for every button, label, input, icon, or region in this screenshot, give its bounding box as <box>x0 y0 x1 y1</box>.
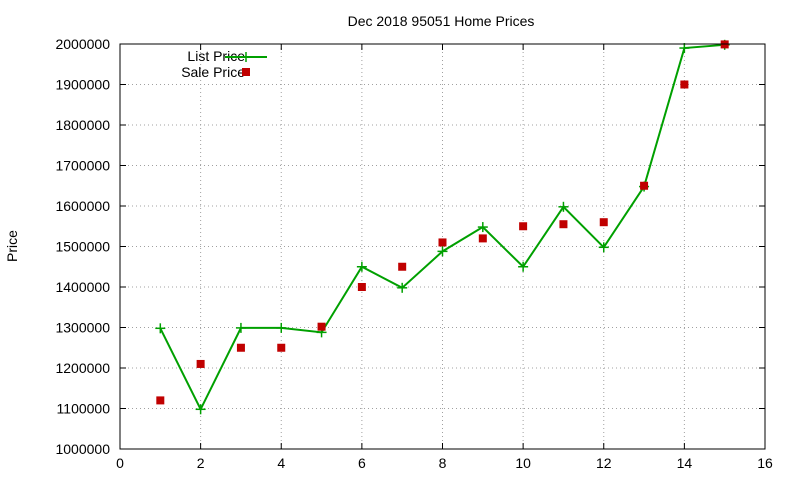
list-price-point <box>155 323 166 334</box>
sale-price-point <box>559 220 568 229</box>
sale-price-point <box>478 234 487 243</box>
list-price-point <box>195 404 206 415</box>
sale-price-point <box>317 322 326 331</box>
y-tick-label: 1000000 <box>55 441 110 457</box>
axis-ticks: 0 2 4 6 8 10 12 14 16 1000000 1100000 1200000 130000… <box>55 36 773 471</box>
sale-price-point <box>438 238 447 247</box>
x-tick-label: 10 <box>515 455 531 471</box>
x-tick-label: 2 <box>197 455 205 471</box>
list-price-line <box>159 43 725 412</box>
y-tick-label: 1300000 <box>55 320 110 336</box>
list-price-point <box>518 261 529 272</box>
y-tick-label: 1400000 <box>55 279 110 295</box>
x-tick-label: 6 <box>358 455 366 471</box>
y-tick-label: 1100000 <box>57 401 111 417</box>
x-tick-label: 14 <box>677 455 693 471</box>
x-tick-label: 8 <box>439 455 447 471</box>
sale-price-point <box>680 80 689 89</box>
y-tick-label: 1800000 <box>55 117 110 133</box>
legend-marker-sale-price <box>242 68 250 76</box>
sale-price-point <box>156 396 165 405</box>
sale-price-point <box>277 343 286 352</box>
list-price-point <box>397 282 408 293</box>
legend-label-list-price: List Price <box>187 48 245 64</box>
sale-price-point <box>357 283 366 291</box>
list-price-point <box>276 322 287 333</box>
x-tick-label: 12 <box>596 455 612 471</box>
sale-price-point <box>599 218 608 227</box>
x-tick-label: 4 <box>277 455 285 471</box>
list-price-point <box>598 242 609 253</box>
y-tick-label: 1900000 <box>55 77 110 93</box>
x-tick-label: 0 <box>116 455 124 471</box>
chart-title: Dec 2018 95051 Home Prices <box>348 13 535 29</box>
sale-price-point <box>196 359 205 368</box>
list-price-point <box>235 322 246 333</box>
list-price-point <box>356 261 367 272</box>
list-price-point <box>477 222 488 233</box>
y-tick-label: 1600000 <box>55 198 110 214</box>
list-price-point <box>437 246 448 257</box>
sale-price-point <box>519 222 528 231</box>
list-price-point <box>558 201 569 212</box>
legend-marker-list-price <box>241 52 251 62</box>
sale-price-point <box>640 181 649 190</box>
series <box>155 39 730 415</box>
y-tick-label: 1700000 <box>55 158 110 174</box>
x-tick-label: 16 <box>757 455 773 471</box>
sale-price-point <box>236 343 245 352</box>
y-tick-label: 1500000 <box>55 239 110 255</box>
legend-label-sale-price: Sale Price <box>181 64 245 80</box>
y-axis-label: Price <box>4 230 20 262</box>
sale-price-point <box>398 262 407 271</box>
y-tick-label: 1200000 <box>55 360 110 376</box>
plot-frame <box>119 43 766 450</box>
y-tick-label: 2000000 <box>55 36 110 52</box>
list-price-point <box>679 43 690 54</box>
